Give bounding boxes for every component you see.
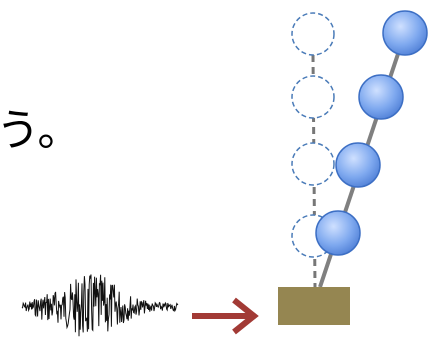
sway-mass: [383, 11, 427, 55]
sway-mass: [316, 211, 360, 255]
ground-block: [278, 287, 350, 325]
rest-mass: [292, 76, 334, 118]
sway-mass: [336, 143, 380, 187]
sway-mass: [359, 75, 403, 119]
rest-mass: [292, 13, 334, 55]
caption-fragment: う。: [0, 105, 81, 156]
rest-mass: [292, 143, 334, 185]
seismic-wave: [22, 275, 178, 337]
diagram: う。: [0, 0, 428, 343]
